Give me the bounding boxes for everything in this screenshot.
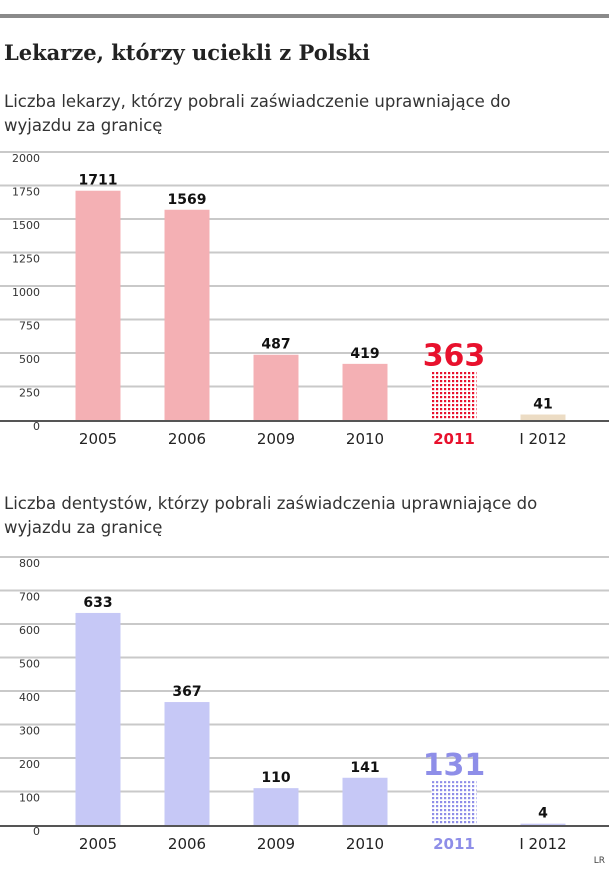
bar-2006 <box>164 209 210 420</box>
page-title: Lekarze, którzy uciekli z Polski <box>4 40 371 65</box>
category-label: 2006 <box>168 430 206 448</box>
value-label: 367 <box>172 684 201 700</box>
bar-i-2012 <box>520 414 566 420</box>
category-label: 2009 <box>257 430 295 448</box>
category-label: 2011 <box>433 430 475 448</box>
value-label: 1569 <box>168 192 207 208</box>
category-label: I 2012 <box>519 835 566 853</box>
y-tick-label: 200 <box>19 758 40 771</box>
y-tick-label: 2000 <box>12 152 40 165</box>
value-label: 487 <box>261 337 290 353</box>
y-tick-label: 1750 <box>12 186 40 199</box>
value-label: 419 <box>350 346 379 362</box>
dentists-bar-chart: 800 700 600 500 400 300 200 100 0 633 2005 367 2006 1… <box>0 556 609 853</box>
y-tick-label: 100 <box>19 792 40 805</box>
category-label: 2006 <box>168 835 206 853</box>
category-label: 2005 <box>79 430 117 448</box>
y-tick-label: 800 <box>19 557 40 570</box>
category-label: 2010 <box>346 835 384 853</box>
value-label: 110 <box>261 770 290 786</box>
y-tick-label: 500 <box>19 353 40 366</box>
y-tick-label: 600 <box>19 624 40 637</box>
bar-2005 <box>75 190 121 420</box>
value-label: 4 <box>538 806 548 822</box>
chart-1-subtitle: Liczba lekarzy, którzy pobrali zaświadcz… <box>4 92 511 135</box>
bar-i-2012 <box>520 823 566 825</box>
bar-2010 <box>342 777 388 825</box>
bar-2006 <box>164 702 210 825</box>
doctors-bar-chart: 2000 1750 1500 1250 1000 750 500 250 0 1711 2005 15… <box>0 151 609 448</box>
credit-label: LR <box>593 856 605 866</box>
y-tick-label: 250 <box>19 387 40 400</box>
y-tick-label: 1000 <box>12 286 40 299</box>
value-label: 1711 <box>79 173 118 189</box>
y-tick-label: 500 <box>19 658 40 671</box>
y-tick-label: 0 <box>33 825 40 838</box>
y-tick-label: 1500 <box>12 219 40 232</box>
y-tick-label: 0 <box>33 420 40 433</box>
category-label: 2009 <box>257 835 295 853</box>
top-rule <box>0 14 609 18</box>
y-tick-label: 1250 <box>12 253 40 266</box>
value-label: 41 <box>533 397 552 413</box>
bar-2005 <box>75 612 121 825</box>
category-label: 2010 <box>346 430 384 448</box>
bar-2011 <box>431 781 477 825</box>
y-tick-label: 300 <box>19 725 40 738</box>
y-tick-label: 750 <box>19 320 40 333</box>
bar-2010 <box>342 363 388 420</box>
value-label: 363 <box>423 338 486 373</box>
bar-2009 <box>253 788 299 825</box>
bar-2009 <box>253 354 299 420</box>
category-label: 2011 <box>433 835 475 853</box>
y-tick-label: 700 <box>19 591 40 604</box>
category-label: I 2012 <box>519 430 566 448</box>
value-label: 633 <box>83 595 112 611</box>
chart-2-subtitle: Liczba dentystów, którzy pobrali zaświad… <box>4 494 538 537</box>
bar-2011 <box>431 371 477 420</box>
value-label: 141 <box>350 760 379 776</box>
category-label: 2005 <box>79 835 117 853</box>
y-tick-label: 400 <box>19 691 40 704</box>
value-label: 131 <box>423 748 486 783</box>
